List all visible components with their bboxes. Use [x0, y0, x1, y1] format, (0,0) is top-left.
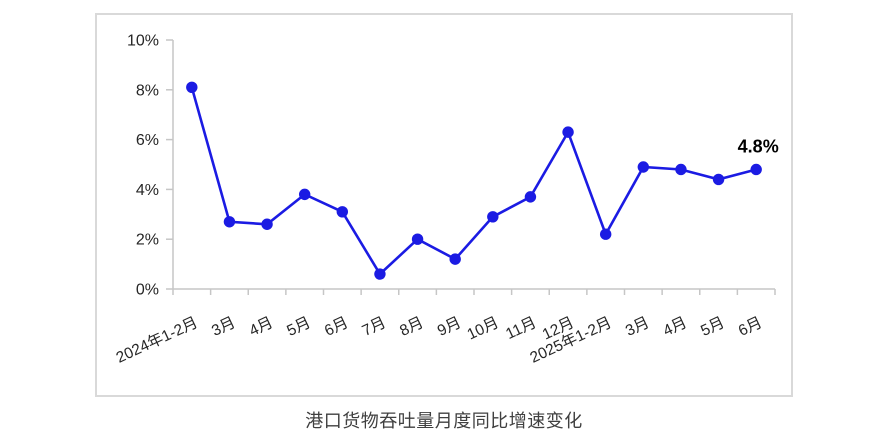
x-axis-label: 4月	[247, 314, 276, 340]
data-point	[186, 81, 198, 94]
trend-line	[190, 86, 757, 277]
chart-caption: 港口货物吞吐量月度同比增速变化	[305, 411, 583, 431]
x-axis-label: 6月	[322, 314, 351, 340]
y-axis-label: 10%	[127, 33, 159, 50]
last-value-label: 4.8%	[738, 136, 779, 156]
data-point	[750, 163, 762, 176]
data-point	[562, 126, 574, 138]
data-point	[675, 163, 687, 176]
x-axis-label: 9月	[435, 314, 464, 340]
x-axis-label: 8月	[397, 314, 426, 340]
data-point	[524, 191, 537, 203]
data-point	[449, 253, 461, 265]
y-axis-label: 8%	[136, 82, 159, 99]
x-axis-label: 7月	[360, 314, 389, 340]
data-point	[223, 216, 236, 228]
data-point	[712, 173, 725, 186]
x-axis-label: 2024年1-2月	[113, 313, 200, 366]
y-axis-label: 2%	[136, 232, 159, 249]
data-point	[411, 233, 424, 245]
data-point	[336, 206, 349, 218]
data-point	[637, 161, 650, 173]
x-axis-label: 5月	[284, 314, 313, 340]
x-axis-label: 6月	[736, 314, 765, 340]
x-axis-label: 3月	[209, 314, 238, 340]
y-axis-label: 4%	[136, 182, 159, 199]
x-axis-label: 4月	[661, 314, 690, 340]
x-axis-label: 3月	[623, 314, 652, 340]
y-axis-label: 0%	[136, 282, 159, 299]
chart-frame	[95, 13, 793, 397]
x-axis-label: 10月	[465, 314, 502, 343]
x-axis-label: 5月	[698, 314, 727, 340]
y-axis-label: 6%	[136, 132, 159, 149]
data-point	[599, 228, 612, 240]
data-point	[261, 218, 273, 230]
data-point	[298, 188, 311, 201]
data-point	[487, 211, 499, 223]
data-point	[374, 268, 386, 280]
x-axis-label: 11月	[503, 314, 539, 343]
